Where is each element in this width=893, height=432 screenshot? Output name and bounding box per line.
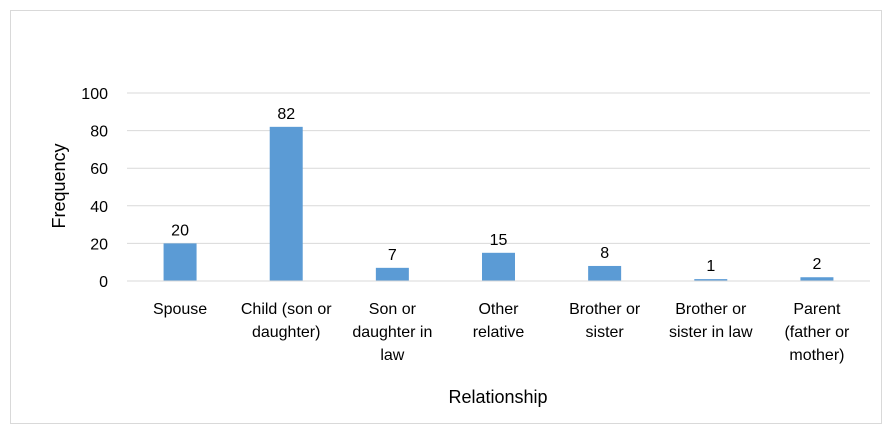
data-label: 8	[600, 245, 609, 262]
category-label-line: Brother or	[569, 301, 641, 318]
x-axis-title: Relationship	[448, 387, 547, 407]
data-label: 15	[490, 232, 508, 249]
data-label: 82	[277, 106, 295, 123]
category-label-line: Son or	[369, 301, 417, 318]
category-label-line: Brother or	[675, 301, 747, 318]
y-tick-label: 40	[90, 199, 108, 216]
category-label-line: relative	[473, 324, 525, 341]
category-label-line: Child (son or	[241, 301, 332, 318]
data-label: 1	[706, 258, 715, 275]
y-tick-label: 0	[99, 274, 108, 291]
bar	[588, 265, 622, 281]
category-label-line: sister in law	[669, 324, 753, 341]
gridlines	[127, 92, 870, 244]
category-label-line: Parent	[793, 301, 841, 318]
category-label-line: sister	[586, 324, 625, 341]
bar	[375, 267, 409, 281]
bar	[694, 279, 728, 281]
category-label: Parent (father or mother)	[784, 301, 850, 364]
y-tick-label: 80	[90, 124, 108, 141]
bar	[163, 243, 197, 281]
category-label-line: (father or	[784, 324, 850, 341]
category-label-line: daughter)	[252, 324, 321, 341]
bars	[163, 126, 834, 281]
category-label-line: Spouse	[153, 301, 207, 318]
bar	[269, 126, 303, 281]
category-label-line: daughter in	[352, 324, 432, 341]
y-tick-label: 60	[90, 161, 108, 178]
y-tick-label: 100	[81, 86, 108, 103]
chart-frame	[10, 10, 882, 424]
bar	[800, 277, 834, 281]
bar	[482, 252, 515, 281]
data-label: 20	[171, 222, 189, 239]
y-tick-label: 20	[90, 236, 108, 253]
data-label: 2	[812, 256, 821, 273]
category-label: Spouse	[153, 301, 207, 318]
category-label: Other relative	[473, 301, 525, 341]
category-label: Child (son or daughter)	[241, 301, 332, 341]
category-label: Brother or sister	[569, 301, 641, 341]
category-label-line: law	[380, 347, 404, 364]
category-label: Brother or sister in law	[669, 301, 753, 341]
y-axis-title: Frequency	[49, 143, 69, 228]
category-label: Son or daughter in law	[352, 301, 432, 364]
data-label: 7	[388, 247, 397, 264]
category-label-line: Other	[478, 301, 519, 318]
category-label-line: mother)	[789, 347, 844, 364]
